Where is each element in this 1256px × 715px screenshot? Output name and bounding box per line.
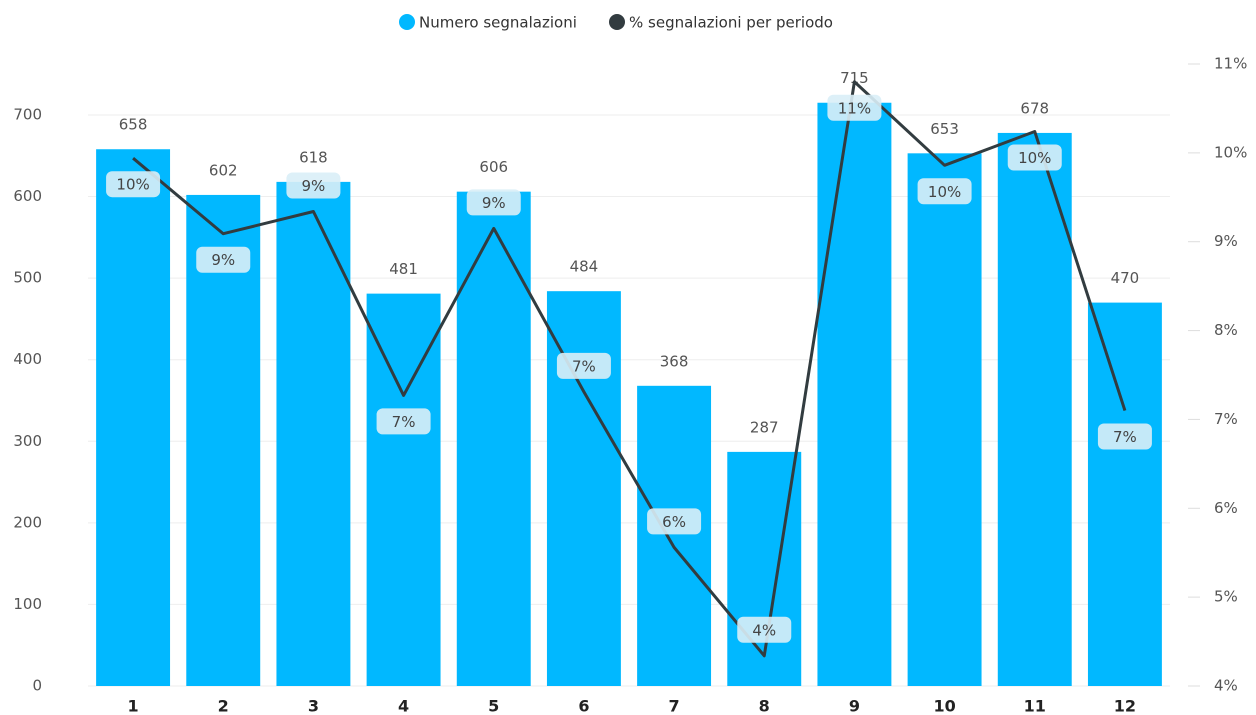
x-tick-label: 3: [308, 697, 319, 715]
bar: [907, 153, 982, 687]
x-tick-label: 11: [1024, 697, 1046, 715]
bar-value-label: 715: [840, 69, 869, 87]
line-value-label: 10%: [116, 176, 149, 194]
data-label-box: [286, 172, 341, 199]
y2-tick-label: 6%: [1214, 499, 1238, 517]
line-value-label: 11%: [838, 99, 871, 117]
line-value-label: 6%: [662, 513, 686, 531]
line-value-label: 9%: [302, 177, 326, 195]
data-label-box: [196, 246, 251, 273]
bar-value-label: 287: [750, 418, 779, 436]
data-label-box: [827, 94, 882, 121]
legend-label: Numero segnalazioni: [419, 14, 577, 32]
y-tick-label: 0: [32, 677, 42, 695]
line: [132, 80, 1127, 658]
x-tick-label: 6: [578, 697, 589, 715]
x-tick-label: 12: [1114, 697, 1136, 715]
bar: [1087, 302, 1162, 686]
y-tick-label: 100: [13, 595, 42, 613]
bar-value-label: 606: [479, 158, 508, 176]
x-tick-label: 7: [669, 697, 680, 715]
x-tick-label: 1: [128, 697, 139, 715]
line-value-label: 7%: [1113, 428, 1137, 446]
y-tick-label: 300: [13, 432, 42, 450]
data-label-box: [556, 352, 611, 379]
bar: [637, 385, 712, 686]
line-value-label: 10%: [928, 183, 961, 201]
data-label-box: [376, 408, 431, 435]
bar-value-label: 484: [570, 258, 599, 276]
y2-tick-label: 4%: [1214, 677, 1238, 695]
legend-swatch: [399, 14, 415, 30]
bar-value-label: 470: [1111, 269, 1140, 287]
x-tick-label: 4: [398, 697, 409, 715]
line-value-label: 7%: [392, 413, 416, 431]
line-value-label: 4%: [752, 621, 776, 639]
x-tick-label: 2: [218, 697, 229, 715]
y2-tick-label: 5%: [1214, 588, 1238, 606]
y-tick-label: 500: [13, 269, 42, 287]
bar: [96, 149, 171, 687]
line-value-label: 9%: [211, 251, 235, 269]
data-label-box: [917, 178, 972, 205]
y2-tick-label: 8%: [1214, 321, 1238, 339]
line-value-label: 9%: [482, 194, 506, 212]
y2-tick-label: 10%: [1214, 143, 1247, 161]
data-label-box: [1097, 423, 1152, 450]
y-tick-label: 400: [13, 350, 42, 368]
legend-swatch: [609, 14, 625, 30]
line-value-label: 7%: [572, 357, 596, 375]
data-label-box: [106, 171, 161, 198]
x-tick-label: 9: [849, 697, 860, 715]
bar-value-label: 678: [1020, 99, 1049, 117]
y-tick-label: 700: [13, 105, 42, 123]
bar: [186, 194, 261, 686]
data-label-box: [1007, 144, 1062, 171]
x-tick-label: 5: [488, 697, 499, 715]
bar-value-label: 368: [660, 352, 689, 370]
bar: [546, 291, 621, 686]
y-tick-label: 200: [13, 513, 42, 531]
data-label-box: [737, 616, 792, 643]
y-tick-label: 600: [13, 187, 42, 205]
bar: [997, 132, 1072, 687]
y2-tick-label: 7%: [1214, 410, 1238, 428]
bar: [366, 293, 441, 686]
bar-value-label: 481: [389, 260, 418, 278]
bar: [456, 191, 531, 686]
legend-label: % segnalazioni per periodo: [629, 14, 833, 32]
y2-tick-label: 11%: [1214, 55, 1247, 73]
bar: [276, 181, 351, 687]
data-label-box: [647, 508, 702, 535]
y2-tick-label: 9%: [1214, 232, 1238, 250]
bar-value-label: 618: [299, 148, 328, 166]
bar-value-label: 658: [119, 116, 148, 134]
x-tick-label: 8: [759, 697, 770, 715]
data-label-box: [466, 189, 521, 216]
bar: [817, 102, 892, 686]
x-tick-label: 10: [933, 697, 955, 715]
bar-value-label: 602: [209, 161, 238, 179]
bar-value-label: 653: [930, 120, 959, 138]
line-value-label: 10%: [1018, 149, 1051, 167]
